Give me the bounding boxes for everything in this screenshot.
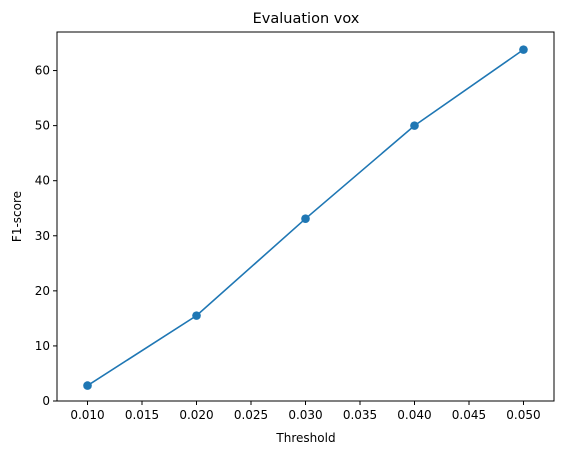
- y-axis-ticks: 0 10 20 30 40 50 60: [35, 64, 57, 408]
- data-series: [83, 45, 528, 390]
- x-tick-label: 0.050: [506, 408, 540, 422]
- x-tick-label: 0.040: [397, 408, 431, 422]
- x-axis-ticks: 0.010 0.015 0.020 0.025 0.030 0.035 0.040 0.045…: [70, 401, 541, 422]
- y-tick-label: 60: [35, 64, 50, 78]
- y-tick-label: 20: [35, 284, 50, 298]
- x-tick-label: 0.030: [288, 408, 322, 422]
- data-point: [192, 311, 201, 320]
- x-tick-label: 0.025: [234, 408, 268, 422]
- y-tick-label: 50: [35, 119, 50, 133]
- x-axis-label: Threshold: [275, 431, 335, 445]
- y-tick-label: 10: [35, 339, 50, 353]
- x-tick-label: 0.010: [70, 408, 104, 422]
- chart-title: Evaluation vox: [253, 11, 360, 27]
- data-point: [519, 45, 528, 54]
- y-axis-label: F1-score: [10, 191, 24, 242]
- y-tick-label: 40: [35, 174, 50, 188]
- data-point: [83, 381, 92, 390]
- x-tick-label: 0.045: [452, 408, 486, 422]
- x-tick-label: 0.035: [343, 408, 377, 422]
- data-point: [301, 214, 310, 223]
- x-tick-label: 0.020: [179, 408, 213, 422]
- data-point: [410, 121, 419, 130]
- y-tick-label: 0: [42, 394, 50, 408]
- y-tick-label: 30: [35, 229, 50, 243]
- x-tick-label: 0.015: [125, 408, 159, 422]
